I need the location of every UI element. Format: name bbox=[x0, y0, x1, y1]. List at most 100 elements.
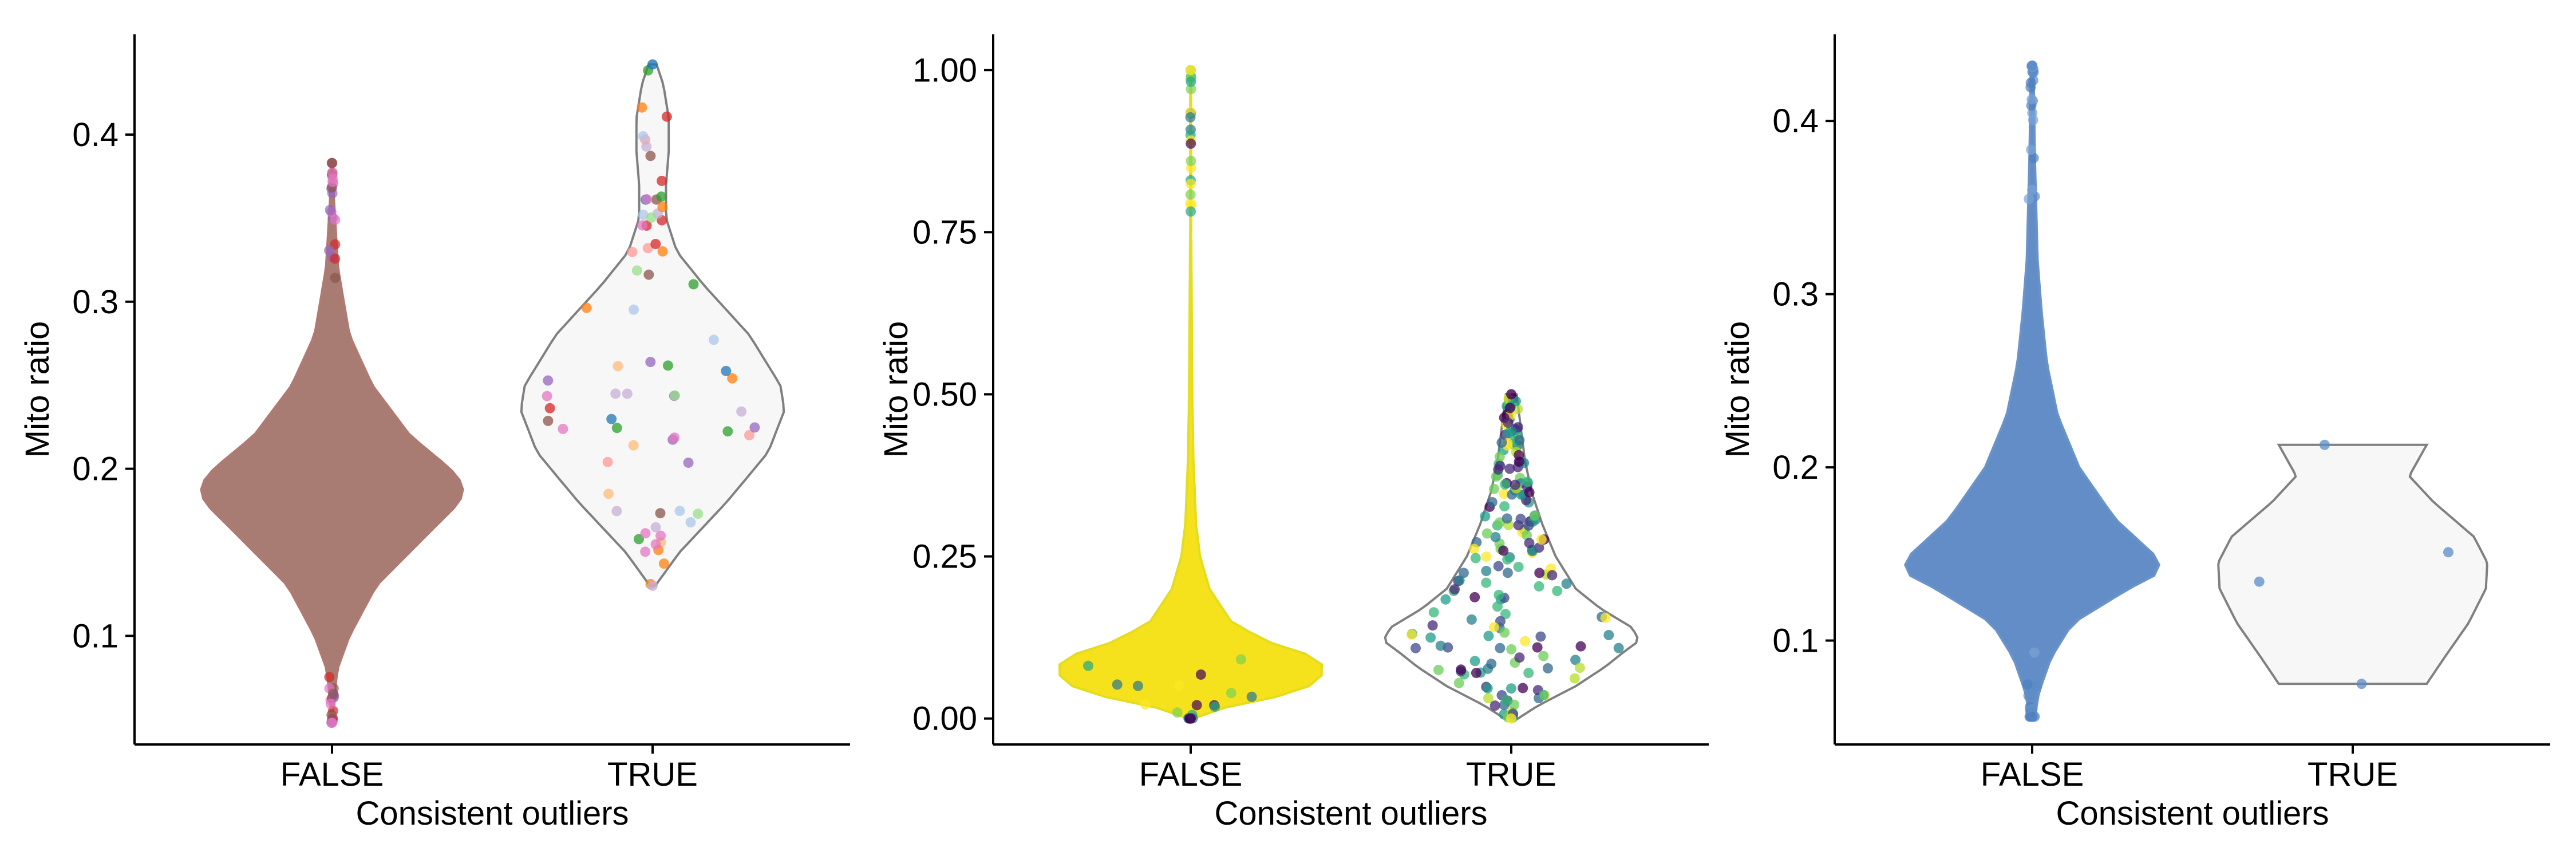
data-point bbox=[581, 302, 592, 313]
data-point bbox=[1500, 609, 1511, 620]
x-axis-title: Consistent outliers bbox=[355, 795, 629, 832]
data-point bbox=[638, 131, 649, 141]
data-point bbox=[611, 506, 622, 517]
data-point bbox=[669, 390, 680, 401]
data-point bbox=[543, 375, 554, 386]
data-point bbox=[650, 539, 661, 550]
data-point bbox=[1530, 510, 1540, 521]
data-point bbox=[1489, 483, 1500, 494]
data-point bbox=[1226, 688, 1236, 699]
data-point bbox=[1570, 655, 1581, 665]
data-point bbox=[1492, 601, 1503, 612]
data-point bbox=[1435, 640, 1446, 651]
data-point bbox=[1406, 629, 1417, 640]
data-point bbox=[1538, 689, 1549, 700]
data-point bbox=[324, 245, 335, 256]
y-tick-label: 0.4 bbox=[1772, 103, 1819, 140]
data-point bbox=[637, 102, 647, 113]
data-point bbox=[1494, 589, 1504, 600]
data-point bbox=[613, 361, 623, 372]
point-cloud-false bbox=[2022, 60, 2042, 722]
data-point bbox=[2027, 704, 2038, 715]
data-point bbox=[2026, 94, 2037, 105]
data-point bbox=[1506, 683, 1517, 694]
data-point bbox=[1486, 659, 1497, 669]
data-point bbox=[1186, 65, 1196, 76]
data-point bbox=[1246, 691, 1257, 702]
data-point bbox=[637, 220, 648, 231]
data-point bbox=[647, 59, 658, 70]
data-point bbox=[1470, 553, 1481, 564]
data-point bbox=[2032, 680, 2042, 691]
data-point bbox=[1433, 664, 1444, 675]
data-point bbox=[2029, 647, 2040, 658]
data-point bbox=[627, 246, 638, 257]
data-point bbox=[674, 506, 685, 517]
chart-panel-1: FALSE TRUE 0.1 0.2 0.3 0.4 Consistent outliers… bbox=[19, 34, 850, 832]
data-point bbox=[1172, 707, 1183, 718]
data-point bbox=[1481, 566, 1492, 577]
point-cloud-true bbox=[1406, 389, 1624, 724]
data-point bbox=[1502, 568, 1513, 578]
data-point bbox=[1185, 189, 1196, 200]
data-point bbox=[2356, 679, 2367, 689]
data-point bbox=[1186, 206, 1196, 217]
data-point bbox=[638, 210, 649, 220]
y-tick-label: 0.3 bbox=[72, 283, 118, 321]
data-point bbox=[330, 273, 341, 283]
data-point bbox=[1522, 476, 1533, 487]
y-tick-label: 0.3 bbox=[1772, 276, 1819, 313]
data-point bbox=[643, 269, 654, 280]
data-point bbox=[1506, 644, 1517, 655]
data-point bbox=[655, 508, 666, 519]
x-tick-label: TRUE bbox=[1466, 756, 1556, 793]
data-point bbox=[744, 430, 754, 440]
data-point bbox=[1600, 612, 1611, 623]
data-point bbox=[1506, 713, 1516, 724]
y-tick-label: 0.50 bbox=[912, 376, 977, 413]
x-tick-label: FALSE bbox=[1139, 756, 1243, 793]
data-point bbox=[1514, 652, 1525, 663]
data-point bbox=[1481, 577, 1492, 588]
data-point bbox=[1502, 513, 1512, 524]
data-point bbox=[2026, 144, 2037, 155]
data-point bbox=[330, 214, 341, 225]
data-point bbox=[629, 304, 639, 315]
data-point bbox=[1140, 699, 1151, 710]
data-point bbox=[1575, 641, 1586, 652]
data-point bbox=[1186, 713, 1196, 724]
violin-shape-true bbox=[2217, 443, 2488, 685]
y-tick-label: 1.00 bbox=[912, 52, 977, 89]
data-point bbox=[1534, 568, 1545, 578]
point-cloud-false bbox=[1083, 65, 1257, 724]
data-point bbox=[650, 239, 661, 250]
violin-group-true bbox=[2217, 439, 2488, 689]
data-point bbox=[1603, 629, 1614, 640]
data-point bbox=[327, 167, 338, 178]
x-tick-label: FALSE bbox=[280, 756, 384, 793]
x-tick-label: FALSE bbox=[1981, 756, 2084, 793]
violin-group-true bbox=[1384, 389, 1639, 724]
violin-group-false bbox=[1058, 65, 1323, 724]
data-point bbox=[1542, 663, 1553, 674]
data-point bbox=[2319, 439, 2330, 450]
data-point bbox=[327, 718, 337, 728]
data-point bbox=[1449, 584, 1460, 595]
data-point bbox=[640, 528, 651, 539]
data-point bbox=[1493, 464, 1504, 475]
data-point bbox=[330, 253, 341, 264]
data-point bbox=[326, 710, 337, 720]
x-axis-title: Consistent outliers bbox=[1214, 795, 1487, 832]
data-point bbox=[1471, 668, 1481, 679]
data-point bbox=[633, 534, 644, 545]
data-point bbox=[2023, 690, 2034, 701]
data-point bbox=[1523, 520, 1534, 531]
data-point bbox=[1458, 568, 1469, 578]
data-point bbox=[602, 456, 613, 467]
data-point bbox=[622, 388, 633, 399]
data-point bbox=[1185, 198, 1196, 208]
y-tick-label: 0.2 bbox=[72, 451, 118, 488]
data-point bbox=[1500, 479, 1511, 490]
data-point bbox=[1538, 651, 1549, 661]
